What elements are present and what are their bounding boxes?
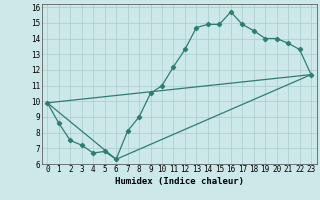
X-axis label: Humidex (Indice chaleur): Humidex (Indice chaleur) [115, 177, 244, 186]
